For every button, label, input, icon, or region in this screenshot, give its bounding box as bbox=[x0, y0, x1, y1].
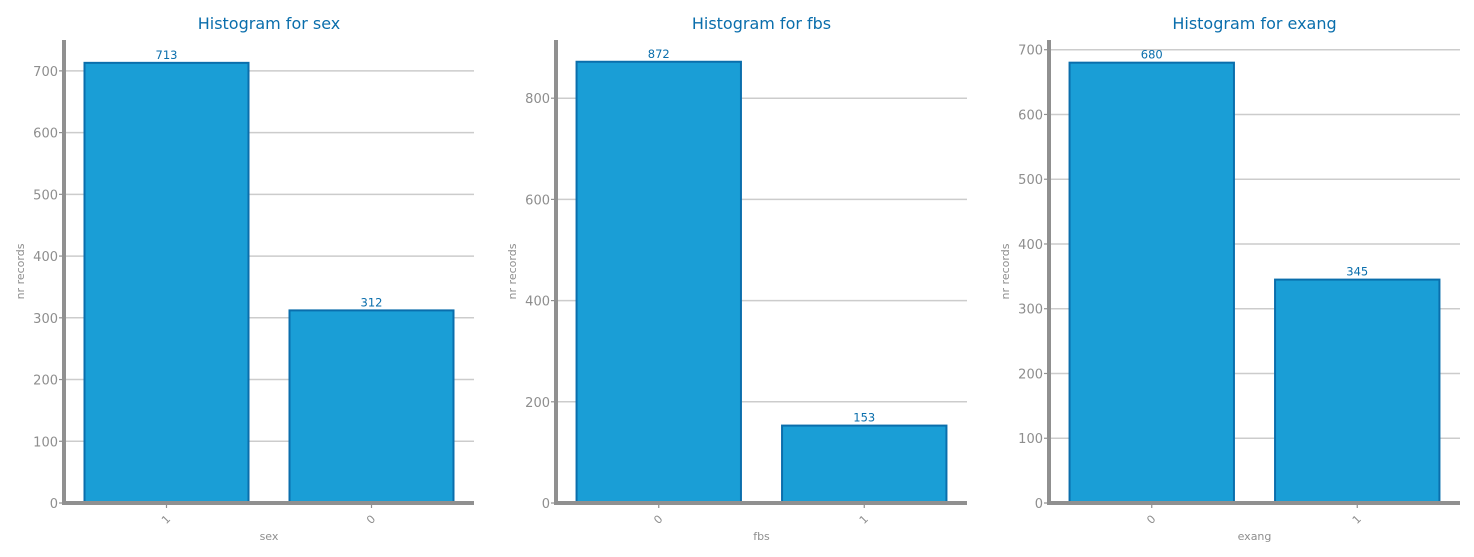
y-tick-label: 800 bbox=[525, 92, 550, 107]
data-label: 713 bbox=[156, 48, 178, 62]
x-axis-label: fbs bbox=[753, 530, 770, 543]
y-tick-label: 200 bbox=[1018, 367, 1043, 382]
x-tick-label: 1 bbox=[1350, 513, 1364, 527]
chart-panel-3: 680 0 345 1 0 100 200 300 400 500 600 700 Histogram … bbox=[999, 14, 1460, 543]
x-tick-label: 0 bbox=[364, 513, 378, 527]
bar-0 bbox=[288, 309, 455, 504]
y-tick-label: 700 bbox=[1018, 44, 1043, 59]
bar-0 bbox=[575, 60, 742, 504]
y-tick-label: 700 bbox=[33, 65, 58, 80]
x-tick-label: 1 bbox=[159, 513, 173, 527]
y-tick-label: 400 bbox=[33, 250, 58, 265]
bar-1 bbox=[781, 424, 948, 504]
y-axis-label: nr records bbox=[999, 243, 1012, 299]
y-tick-label: 300 bbox=[33, 312, 58, 327]
y-tick-label: 400 bbox=[525, 295, 550, 310]
y-axis-label: nr records bbox=[506, 243, 519, 299]
chart-panel-1: 713 1 312 0 0 100 200 300 400 500 600 700 Histogram … bbox=[14, 14, 474, 543]
y-tick-label: 200 bbox=[525, 396, 550, 411]
x-axis-label: exang bbox=[1238, 530, 1272, 543]
x-tick-label: 0 bbox=[651, 513, 665, 527]
y-tick-label: 600 bbox=[1018, 108, 1043, 123]
x-tick-label: 0 bbox=[1144, 513, 1158, 527]
y-tick-label: 0 bbox=[50, 497, 58, 512]
y-tick-label: 200 bbox=[33, 374, 58, 389]
chart-title: Histogram for exang bbox=[1172, 14, 1336, 33]
data-label: 345 bbox=[1346, 265, 1368, 279]
y-tick-label: 400 bbox=[1018, 238, 1043, 253]
x-tick-label: 1 bbox=[857, 513, 871, 527]
bar-1 bbox=[83, 61, 250, 504]
y-tick-label: 300 bbox=[1018, 303, 1043, 318]
y-tick-label: 0 bbox=[1035, 497, 1043, 512]
y-tick-label: 500 bbox=[33, 188, 58, 203]
data-label: 312 bbox=[361, 295, 383, 309]
data-label: 680 bbox=[1141, 48, 1163, 62]
chart-title: Histogram for fbs bbox=[692, 14, 831, 33]
bar-0 bbox=[1068, 61, 1235, 504]
y-tick-label: 600 bbox=[525, 193, 550, 208]
y-tick-label: 100 bbox=[33, 435, 58, 450]
chart-title: Histogram for sex bbox=[198, 14, 341, 33]
bar-1 bbox=[1274, 278, 1441, 504]
y-tick-label: 600 bbox=[33, 127, 58, 142]
y-tick-label: 0 bbox=[542, 497, 550, 512]
y-tick-label: 500 bbox=[1018, 173, 1043, 188]
y-tick-label: 100 bbox=[1018, 432, 1043, 447]
y-axis-label: nr records bbox=[14, 243, 27, 299]
data-label: 153 bbox=[853, 411, 875, 425]
x-axis-label: sex bbox=[260, 530, 279, 543]
chart-panel-2: 872 0 153 1 0 200 400 600 800 Histogram for fbs fb… bbox=[506, 14, 967, 543]
data-label: 872 bbox=[648, 47, 670, 61]
